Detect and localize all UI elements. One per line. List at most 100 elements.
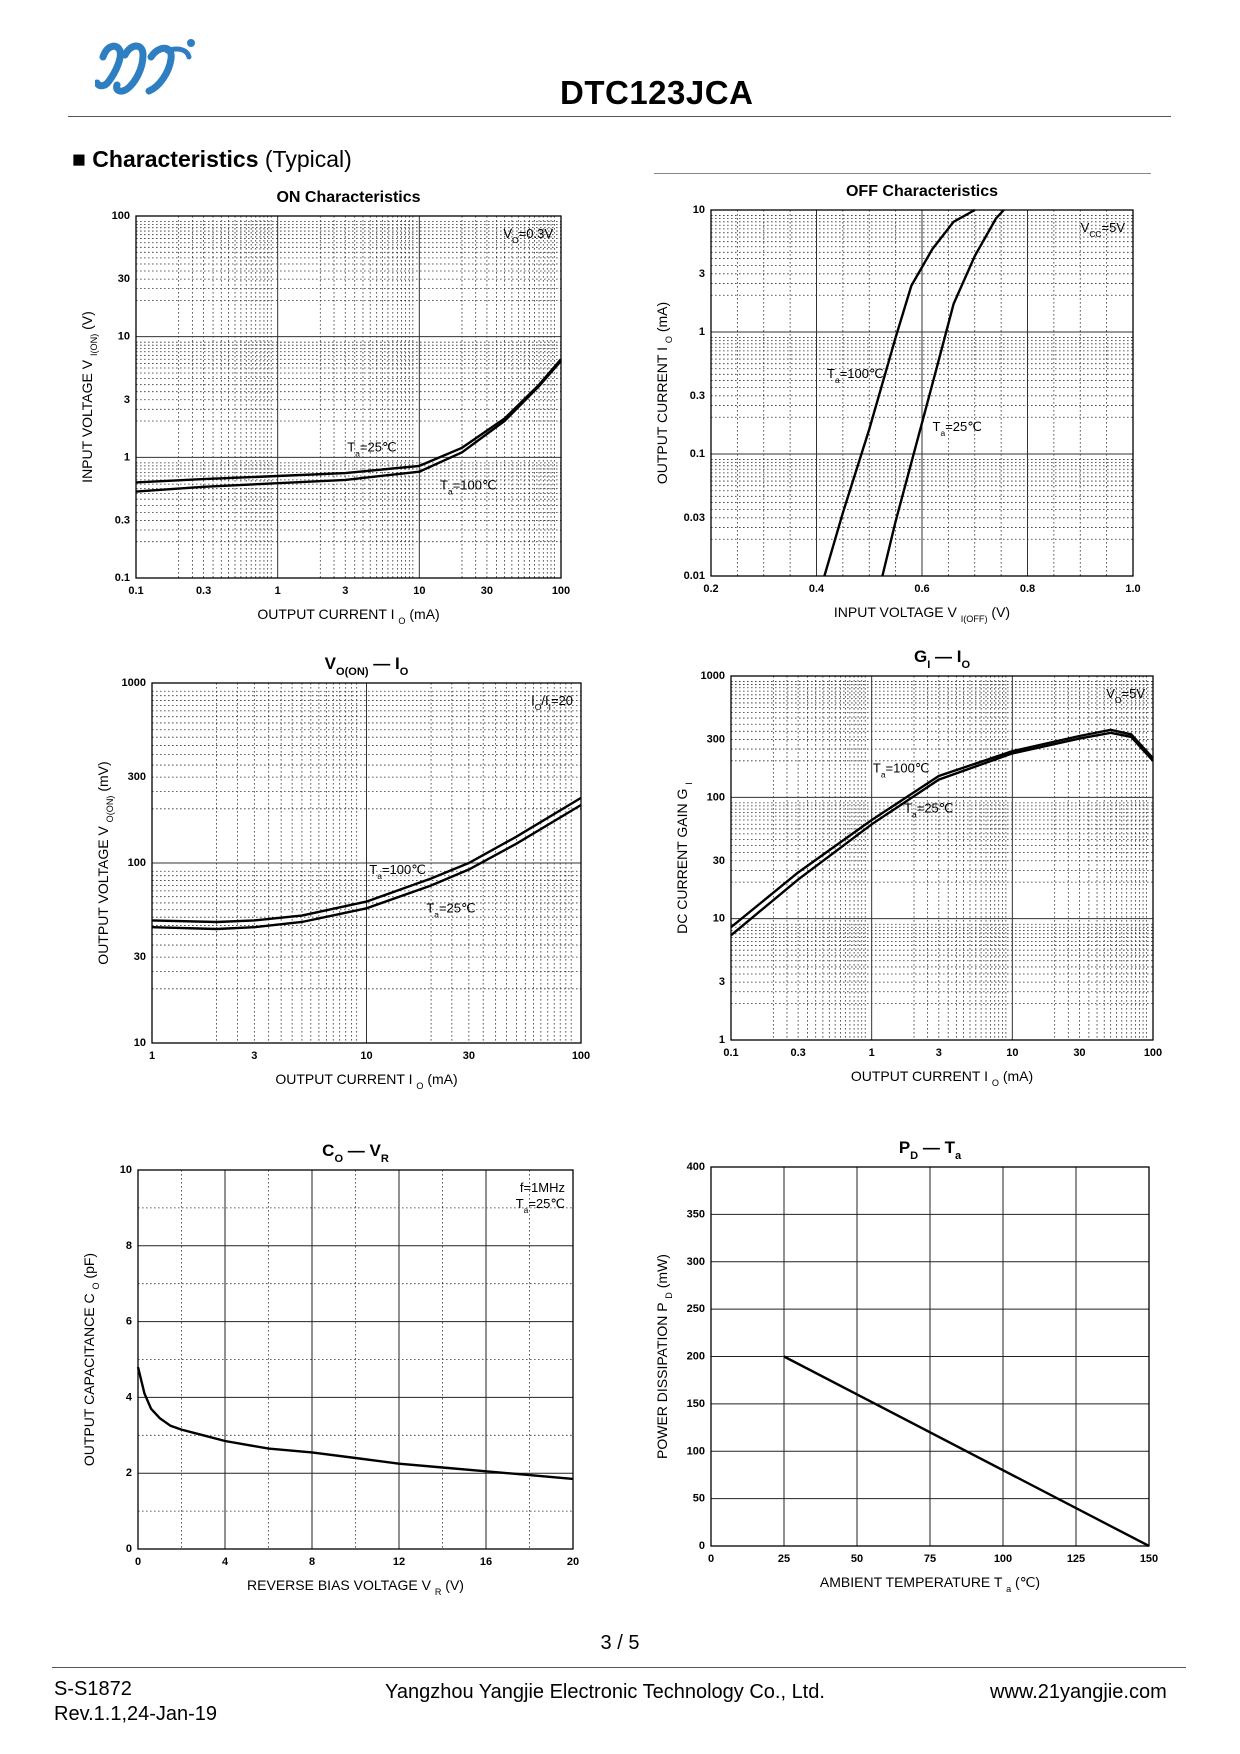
section-subtitle: (Typical) xyxy=(264,146,352,172)
y-tick-label: 4 xyxy=(126,1391,133,1403)
website: www.21yangjie.com xyxy=(990,1681,1167,1703)
y-tick-label: 1 xyxy=(719,1034,725,1046)
x-tick-label: 1 xyxy=(149,1050,155,1062)
x-tick-label: 3 xyxy=(936,1047,942,1059)
bullet-square-icon: ■ xyxy=(72,146,93,172)
x-tick-label: 0.3 xyxy=(790,1047,805,1059)
x-tick-label: 0.1 xyxy=(128,585,143,597)
x-tick-label: 0.2 xyxy=(703,583,718,595)
y-tick-label: 3 xyxy=(699,268,705,280)
series-line xyxy=(151,796,582,924)
part-number: DTC123JCA xyxy=(560,74,754,111)
series-label: Ta=100℃ xyxy=(827,366,884,385)
x-tick-label: 0 xyxy=(708,1553,714,1565)
y-axis-label: OUTPUT CAPACITANCE C O (pF) xyxy=(81,1253,101,1466)
y-tick-label: 0.3 xyxy=(115,514,130,526)
x-tick-label: 150 xyxy=(1140,1553,1158,1565)
x-tick-label: 125 xyxy=(1067,1553,1085,1565)
revision: Rev.1.1,24-Jan-19 xyxy=(54,1703,218,1725)
y-tick-label: 150 xyxy=(687,1398,705,1410)
series-line xyxy=(136,1366,574,1481)
y-tick-label: 10 xyxy=(713,913,725,925)
condition-label: IO/II=20 xyxy=(531,693,573,712)
yangjie-logo xyxy=(95,39,195,95)
x-tick-label: 10 xyxy=(1006,1047,1018,1059)
y-tick-label: 3 xyxy=(719,976,725,988)
company-name: Yangzhou Yangjie Electronic Technology C… xyxy=(385,1681,825,1703)
series-label: Ta=100℃ xyxy=(873,761,930,780)
y-tick-label: 100 xyxy=(128,857,146,869)
y-tick-label: 30 xyxy=(118,273,130,285)
series-label: Ta=100℃ xyxy=(440,478,497,497)
y-axis-label: DC CURRENT GAIN G I xyxy=(674,782,694,934)
y-tick-label: 200 xyxy=(687,1351,705,1363)
y-tick-label: 0.03 xyxy=(684,512,705,524)
x-tick-label: 10 xyxy=(413,585,425,597)
chart-gi: 0.1 0.3 1 3 10 30 100 1 3 10 30 100 300 1000 OUTPUT CU… xyxy=(674,647,1162,1088)
chart-title: GI — IO xyxy=(914,647,971,671)
chart-off: 0.2 0.4 0.6 0.8 1.0 0.01 0.03 0.1 0.3 1 3 10 INPUT V… xyxy=(654,183,1141,624)
x-tick-label: 30 xyxy=(1073,1047,1085,1059)
series-line xyxy=(881,209,1005,577)
x-axis-label: AMBIENT TEMPERATURE T a (℃) xyxy=(820,1574,1040,1594)
x-tick-label: 1 xyxy=(869,1047,875,1059)
series-line xyxy=(135,360,562,493)
y-axis-label: OUTPUT CURRENT I O (mA) xyxy=(654,302,674,484)
x-tick-label: 100 xyxy=(572,1050,590,1062)
y-tick-label: 100 xyxy=(687,1445,705,1457)
series-label: Ta=25℃ xyxy=(933,419,982,438)
x-axis-label: OUTPUT CURRENT I O (mA) xyxy=(257,606,439,626)
chart-title: VO(ON) — IO xyxy=(325,654,409,678)
y-tick-label: 250 xyxy=(687,1303,705,1315)
y-tick-label: 0.3 xyxy=(690,390,705,402)
y-axis-label: OUTPUT VOLTAGE V O(ON) (mV) xyxy=(95,761,115,964)
y-tick-label: 1000 xyxy=(122,677,146,689)
section-title: Characteristics xyxy=(92,146,259,172)
doc-id: S-S1872 xyxy=(54,1678,132,1700)
condition-label: VO=5V xyxy=(1106,686,1145,705)
x-tick-label: 10 xyxy=(360,1050,372,1062)
y-tick-label: 0.1 xyxy=(690,448,705,460)
plot-frame xyxy=(151,682,582,1044)
x-tick-label: 20 xyxy=(567,1556,579,1568)
condition-label: VO=0.3V xyxy=(503,226,553,245)
x-tick-label: 12 xyxy=(393,1556,405,1568)
series-line xyxy=(730,731,1154,937)
y-tick-label: 350 xyxy=(687,1208,705,1220)
y-tick-label: 400 xyxy=(687,1161,705,1173)
series-line xyxy=(783,1355,1150,1548)
y-tick-label: 10 xyxy=(120,1164,132,1176)
y-tick-label: 6 xyxy=(126,1316,132,1328)
x-axis-label: REVERSE BIAS VOLTAGE V R (V) xyxy=(247,1577,464,1597)
condition-label: f=1MHz xyxy=(520,1180,565,1195)
chart-title: ON Characteristics xyxy=(276,189,420,206)
series-label: Ta=25℃ xyxy=(347,439,396,458)
y-axis-label: INPUT VOLTAGE V I(ON) (V) xyxy=(79,311,99,483)
y-tick-label: 0 xyxy=(699,1540,705,1552)
y-tick-label: 1 xyxy=(124,451,130,463)
y-tick-label: 50 xyxy=(693,1493,705,1505)
condition-label: Ta=25℃ xyxy=(516,1196,565,1215)
chart-vo: 1 3 10 30 100 10 30 100 300 1000 OUTPUT CURRENT I … xyxy=(95,654,590,1091)
plot-frame xyxy=(710,1166,1150,1547)
y-tick-label: 1 xyxy=(699,326,705,338)
x-tick-label: 100 xyxy=(1144,1047,1162,1059)
x-tick-label: 100 xyxy=(552,585,570,597)
x-tick-label: 8 xyxy=(309,1556,315,1568)
x-tick-label: 0.1 xyxy=(723,1047,738,1059)
plot-frame xyxy=(135,215,562,579)
y-tick-label: 8 xyxy=(126,1240,132,1252)
plot-frame xyxy=(730,675,1154,1041)
plot-frame xyxy=(137,1169,574,1550)
x-tick-label: 3 xyxy=(342,585,348,597)
y-tick-label: 30 xyxy=(134,951,146,963)
y-axis-label: POWER DISSIPATION P D (mW) xyxy=(654,1254,674,1459)
x-tick-label: 30 xyxy=(481,585,493,597)
x-tick-label: 0.8 xyxy=(1020,583,1035,595)
x-axis-label: OUTPUT CURRENT I O (mA) xyxy=(851,1068,1033,1088)
y-tick-label: 0.1 xyxy=(115,572,130,584)
chart-title: CO — VR xyxy=(322,1141,389,1165)
x-axis-label: INPUT VOLTAGE V I(OFF) (V) xyxy=(834,604,1010,624)
